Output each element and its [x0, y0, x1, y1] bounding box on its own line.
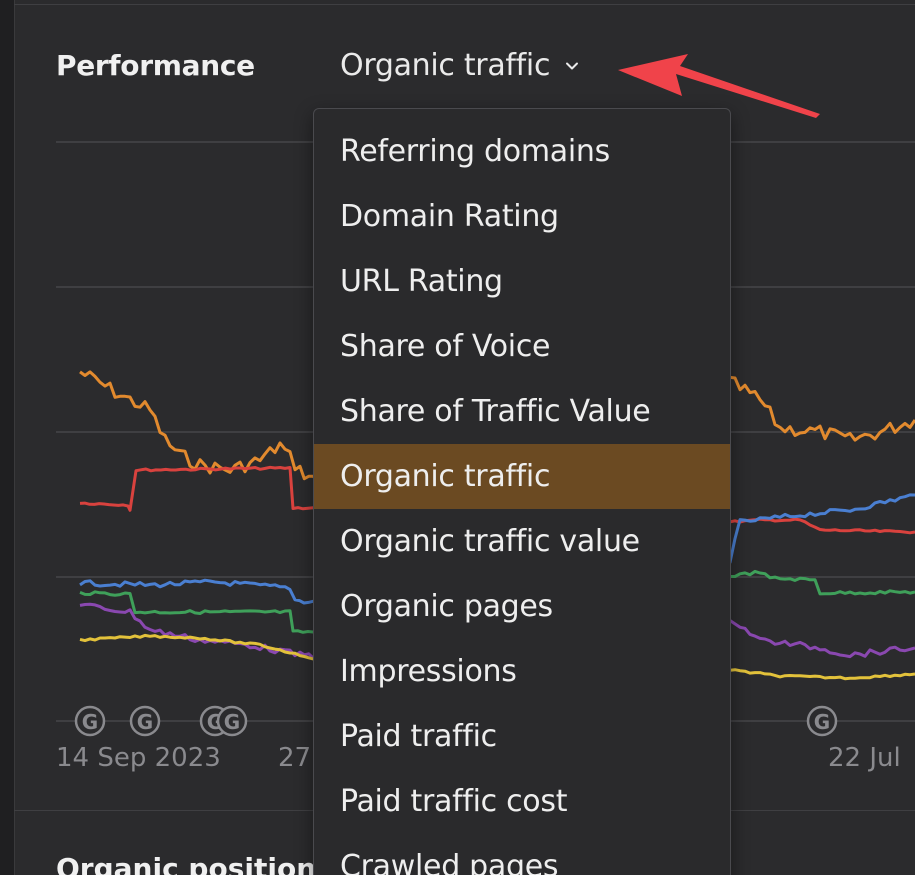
- left-panel-edge: [0, 0, 15, 875]
- red-arrow-pointer-icon: [618, 54, 820, 118]
- section-title-organic-positions: Organic positions: [56, 852, 333, 875]
- marker-label: G: [82, 710, 98, 734]
- x-tick-label: 27: [278, 743, 312, 773]
- google-update-marker-icon[interactable]: G: [216, 705, 248, 737]
- menu-item-referring-domains[interactable]: Referring domains: [340, 134, 610, 169]
- menu-item-impressions[interactable]: Impressions: [340, 654, 517, 689]
- x-tick-label: 22 Jul: [828, 743, 901, 773]
- section-title-performance: Performance: [56, 49, 255, 82]
- marker-label: G: [137, 710, 153, 734]
- menu-item-share-of-voice[interactable]: Share of Voice: [340, 329, 551, 364]
- menu-item-paid-traffic-cost[interactable]: Paid traffic cost: [340, 784, 568, 819]
- top-divider: [14, 4, 915, 5]
- menu-item-url-rating[interactable]: URL Rating: [340, 264, 503, 299]
- metric-dropdown-trigger[interactable]: Organic traffic: [340, 48, 580, 83]
- google-update-marker-icon[interactable]: G: [74, 705, 106, 737]
- google-update-marker-icon[interactable]: G: [129, 705, 161, 737]
- metric-dropdown-menu: Referring domains Domain Rating URL Rating…: [313, 108, 731, 875]
- metric-dropdown-label: Organic traffic: [340, 48, 551, 83]
- chevron-down-icon: [564, 58, 580, 74]
- menu-item-domain-rating[interactable]: Domain Rating: [340, 199, 559, 234]
- menu-item-share-of-traffic-value[interactable]: Share of Traffic Value: [340, 394, 651, 429]
- menu-item-organic-pages[interactable]: Organic pages: [340, 589, 553, 624]
- marker-label: G: [224, 710, 240, 734]
- google-update-marker-icon[interactable]: G: [806, 705, 838, 737]
- marker-label: G: [814, 710, 830, 734]
- menu-item-organic-traffic-value[interactable]: Organic traffic value: [340, 524, 640, 559]
- menu-item-organic-traffic[interactable]: Organic traffic: [314, 444, 730, 509]
- menu-item-paid-traffic[interactable]: Paid traffic: [340, 719, 497, 754]
- menu-item-crawled-pages[interactable]: Crawled pages: [340, 849, 559, 875]
- x-tick-label: 14 Sep 2023: [56, 743, 221, 773]
- metric-options-list: Referring domains Domain Rating URL Rating…: [314, 109, 730, 875]
